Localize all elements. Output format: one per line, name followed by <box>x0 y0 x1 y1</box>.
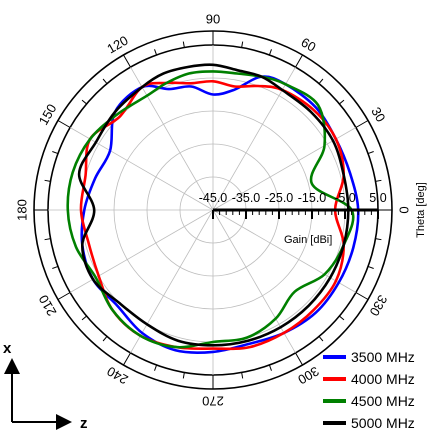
ring-tick <box>182 41 185 48</box>
ring-tick <box>367 151 374 155</box>
angle-unit-label: Theta [deg] <box>415 182 427 238</box>
ring-tick <box>268 364 272 371</box>
ring-tick <box>241 372 244 379</box>
z-axis-letter: z <box>80 415 88 432</box>
radial-tick-label: -45.0 <box>199 191 228 205</box>
grid-spoke <box>130 66 214 211</box>
series-line-4000-mhz <box>79 79 346 351</box>
ring-tick <box>375 179 382 182</box>
legend-label: 4000 MHz <box>351 371 415 387</box>
radial-axis-label: Gain [dBi] <box>284 234 332 246</box>
grid-spoke <box>130 209 214 354</box>
angle-tick-label: 270 <box>202 394 224 409</box>
angle-tick-label: 0 <box>397 206 412 213</box>
ring-tick <box>154 49 158 56</box>
radial-tick-label: -15.0 <box>298 191 327 205</box>
x-axis-letter: x <box>3 340 12 357</box>
ring-tick <box>182 372 185 379</box>
ring-tick <box>57 292 71 300</box>
radial-tick-label: 5.0 <box>369 191 386 205</box>
ring-tick <box>123 54 131 68</box>
ring-tick <box>241 41 244 48</box>
ring-tick <box>295 352 303 366</box>
ring-tick <box>81 315 87 321</box>
angle-tick-label: 60 <box>299 34 319 54</box>
orientation-indicator: x z <box>3 340 88 432</box>
ring-tick <box>355 292 369 300</box>
ring-tick <box>44 238 51 241</box>
ring-tick <box>318 336 324 342</box>
ring-tick <box>268 49 272 56</box>
ring-tick <box>52 265 59 269</box>
grid-spoke <box>212 209 296 354</box>
radial-tick-label: -5.0 <box>334 191 356 205</box>
series-line-4500-mhz <box>66 70 355 349</box>
ring-tick <box>295 54 303 68</box>
series-group <box>66 63 360 354</box>
legend-label: 5000 MHz <box>351 415 415 431</box>
ring-tick <box>367 265 374 269</box>
angle-tick-label: 30 <box>368 104 388 124</box>
angle-tick-label: 180 <box>14 199 29 221</box>
ring-tick <box>339 99 345 105</box>
legend-label: 4500 MHz <box>351 393 415 409</box>
legend: 3500 MHz 4000 MHz 4500 MHz 5000 MHz <box>323 349 415 431</box>
ring-tick <box>44 179 51 182</box>
angle-tick-label: 90 <box>206 11 220 26</box>
ring-tick <box>355 120 369 128</box>
grid-spoke <box>69 127 214 211</box>
ring-tick <box>102 78 108 84</box>
ring-tick <box>318 78 324 84</box>
ring-tick <box>154 364 158 371</box>
ring-tick <box>57 120 71 128</box>
radial-tick-label: -35.0 <box>232 191 261 205</box>
ring-tick <box>102 336 108 342</box>
radial-axis: -45.0 -35.0 -25.0 -15.0 -5.0 5.0 <box>199 191 387 219</box>
radial-tick-label: -25.0 <box>265 191 294 205</box>
ring-tick <box>52 151 59 155</box>
ring-tick <box>123 352 131 366</box>
legend-label: 3500 MHz <box>351 349 415 365</box>
ring-tick <box>81 99 87 105</box>
ring-tick <box>375 238 382 241</box>
ring-tick <box>339 315 345 321</box>
grid-spoke <box>212 209 357 293</box>
series-line-5000-mhz <box>77 63 350 347</box>
